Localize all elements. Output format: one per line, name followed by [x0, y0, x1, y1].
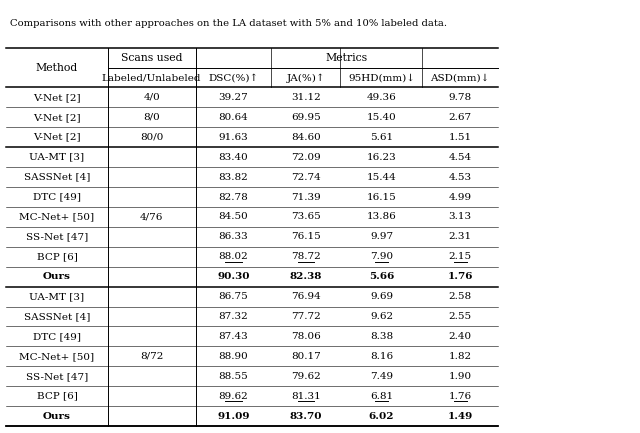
Text: 8.16: 8.16 — [370, 352, 393, 361]
Text: 78.72: 78.72 — [291, 252, 321, 261]
Text: 9.78: 9.78 — [449, 93, 472, 102]
Text: 1.82: 1.82 — [449, 352, 472, 361]
Text: 1.76: 1.76 — [449, 392, 472, 401]
Text: MC-Net+ [50]: MC-Net+ [50] — [19, 352, 95, 361]
Text: Labeled/Unlabeled: Labeled/Unlabeled — [102, 74, 202, 82]
Text: ASD(mm)↓: ASD(mm)↓ — [431, 74, 490, 82]
Text: 2.67: 2.67 — [449, 113, 472, 122]
Text: 87.43: 87.43 — [219, 332, 248, 341]
Text: 4.54: 4.54 — [449, 153, 472, 162]
Text: 84.50: 84.50 — [219, 213, 248, 221]
Text: 77.72: 77.72 — [291, 312, 321, 321]
Text: 2.40: 2.40 — [449, 332, 472, 341]
Text: 80.17: 80.17 — [291, 352, 321, 361]
Text: 1.49: 1.49 — [447, 412, 473, 420]
Text: 7.49: 7.49 — [370, 372, 393, 381]
Text: UA-MT [3]: UA-MT [3] — [29, 153, 84, 162]
Text: DTC [49]: DTC [49] — [33, 332, 81, 341]
Text: 83.70: 83.70 — [290, 412, 322, 420]
Text: 4.99: 4.99 — [449, 193, 472, 201]
Text: DSC(%)↑: DSC(%)↑ — [209, 74, 259, 82]
Text: Ours: Ours — [43, 412, 71, 420]
Text: 80/0: 80/0 — [140, 133, 163, 142]
Text: 8/0: 8/0 — [143, 113, 160, 122]
Text: 2.31: 2.31 — [449, 233, 472, 241]
Text: 91.09: 91.09 — [218, 412, 250, 420]
Text: 83.40: 83.40 — [219, 153, 248, 162]
Text: 6.81: 6.81 — [370, 392, 393, 401]
Text: 72.09: 72.09 — [291, 153, 321, 162]
Text: 9.97: 9.97 — [370, 233, 393, 241]
Text: 9.62: 9.62 — [370, 312, 393, 321]
Text: 5.61: 5.61 — [370, 133, 393, 142]
Text: 4/0: 4/0 — [143, 93, 160, 102]
Text: 79.62: 79.62 — [291, 372, 321, 381]
Text: 2.15: 2.15 — [449, 252, 472, 261]
Text: 6.02: 6.02 — [369, 412, 394, 420]
Text: 84.60: 84.60 — [291, 133, 321, 142]
Text: 39.27: 39.27 — [219, 93, 248, 102]
Text: 2.55: 2.55 — [449, 312, 472, 321]
Text: 89.62: 89.62 — [219, 392, 248, 401]
Text: 15.44: 15.44 — [367, 173, 396, 181]
Text: 71.39: 71.39 — [291, 193, 321, 201]
Text: V-Net [2]: V-Net [2] — [33, 133, 81, 142]
Text: 88.55: 88.55 — [219, 372, 248, 381]
Text: 1.51: 1.51 — [449, 133, 472, 142]
Text: 81.31: 81.31 — [291, 392, 321, 401]
Text: 49.36: 49.36 — [367, 93, 396, 102]
Text: 95HD(mm)↓: 95HD(mm)↓ — [348, 74, 415, 82]
Text: 72.74: 72.74 — [291, 173, 321, 181]
Text: 13.86: 13.86 — [367, 213, 396, 221]
Text: V-Net [2]: V-Net [2] — [33, 113, 81, 122]
Text: 1.90: 1.90 — [449, 372, 472, 381]
Text: 16.15: 16.15 — [367, 193, 396, 201]
Text: BCP [6]: BCP [6] — [36, 392, 77, 401]
Text: DTC [49]: DTC [49] — [33, 193, 81, 201]
Text: 15.40: 15.40 — [367, 113, 396, 122]
Text: Method: Method — [36, 62, 78, 73]
Text: 86.33: 86.33 — [219, 233, 248, 241]
Text: 8/72: 8/72 — [140, 352, 163, 361]
Text: 5.66: 5.66 — [369, 272, 394, 281]
Text: 1.76: 1.76 — [447, 272, 473, 281]
Text: UA-MT [3]: UA-MT [3] — [29, 292, 84, 301]
Text: 78.06: 78.06 — [291, 332, 321, 341]
Text: 87.32: 87.32 — [219, 312, 248, 321]
Text: Metrics: Metrics — [326, 53, 368, 63]
Text: 88.02: 88.02 — [219, 252, 248, 261]
Text: SASSNet [4]: SASSNet [4] — [24, 173, 90, 181]
Text: 88.90: 88.90 — [219, 352, 248, 361]
Text: 90.30: 90.30 — [218, 272, 250, 281]
Text: 7.90: 7.90 — [370, 252, 393, 261]
Text: SASSNet [4]: SASSNet [4] — [24, 312, 90, 321]
Text: SS-Net [47]: SS-Net [47] — [26, 372, 88, 381]
Text: 76.94: 76.94 — [291, 292, 321, 301]
Text: 82.78: 82.78 — [219, 193, 248, 201]
Text: 83.82: 83.82 — [219, 173, 248, 181]
Text: 80.64: 80.64 — [219, 113, 248, 122]
Text: BCP [6]: BCP [6] — [36, 252, 77, 261]
Text: 4/76: 4/76 — [140, 213, 163, 221]
Text: 91.63: 91.63 — [219, 133, 248, 142]
Text: JA(%)↑: JA(%)↑ — [287, 73, 325, 83]
Text: 69.95: 69.95 — [291, 113, 321, 122]
Text: 9.69: 9.69 — [370, 292, 393, 301]
Text: Ours: Ours — [43, 272, 71, 281]
Text: 4.53: 4.53 — [449, 173, 472, 181]
Text: 16.23: 16.23 — [367, 153, 396, 162]
Text: MC-Net+ [50]: MC-Net+ [50] — [19, 213, 95, 221]
Text: 76.15: 76.15 — [291, 233, 321, 241]
Text: 31.12: 31.12 — [291, 93, 321, 102]
Text: 73.65: 73.65 — [291, 213, 321, 221]
Text: 3.13: 3.13 — [449, 213, 472, 221]
Text: 82.38: 82.38 — [290, 272, 322, 281]
Text: Comparisons with other approaches on the LA dataset with 5% and 10% labeled data: Comparisons with other approaches on the… — [10, 19, 447, 28]
Text: V-Net [2]: V-Net [2] — [33, 93, 81, 102]
Text: SS-Net [47]: SS-Net [47] — [26, 233, 88, 241]
Text: 86.75: 86.75 — [219, 292, 248, 301]
Text: Scans used: Scans used — [121, 53, 182, 63]
Text: 8.38: 8.38 — [370, 332, 393, 341]
Text: 2.58: 2.58 — [449, 292, 472, 301]
